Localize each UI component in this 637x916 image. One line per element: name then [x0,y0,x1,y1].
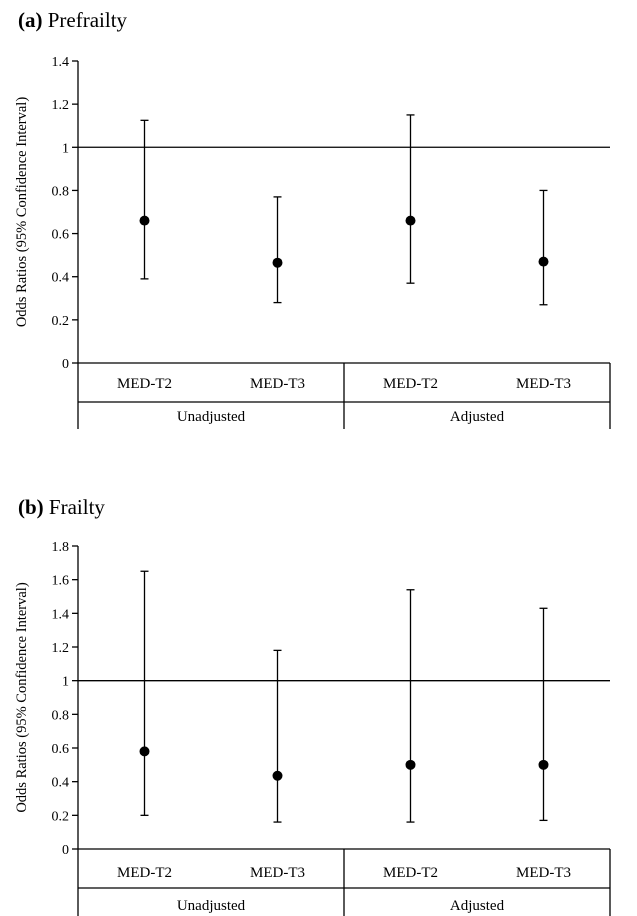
x-group-label: Adjusted [450,898,505,914]
y-tick-label: 1.8 [52,540,70,555]
y-tick-label: 0.4 [52,271,70,286]
point-estimate [140,746,150,756]
y-tick-label: 0.6 [52,228,70,243]
point-estimate [406,760,416,770]
y-tick-label: 0 [62,357,69,372]
y-tick-label: 1 [62,141,69,156]
point-estimate [273,771,283,781]
point-estimate [406,216,416,226]
y-tick-label: 1.4 [52,607,70,622]
x-group-label: Adjusted [450,409,505,425]
y-tick-label: 1.4 [52,55,70,70]
y-tick-label: 0.8 [52,184,70,199]
y-tick-label: 1.2 [52,641,70,656]
y-tick-label: 0.6 [52,742,70,757]
y-tick-label: 0.2 [52,314,70,329]
panel-prefrailty: (a) Prefrailty 0 0.2 0.4 0.6 0.8 1 1.2 1.4 Odds … [0,0,637,458]
point-estimate [539,760,549,770]
point-estimate [140,216,150,226]
y-tick-label: 0.2 [52,809,70,824]
x-category-label: MED-T3 [516,376,571,392]
chart-frailty: 0 0.2 0.4 0.6 0.8 1 1.2 1.4 1.6 1.8 Odds Ratios (9… [0,458,637,916]
x-category-label: MED-T2 [117,865,172,881]
x-category-label: MED-T3 [250,376,305,392]
chart-prefrailty: 0 0.2 0.4 0.6 0.8 1 1.2 1.4 Odds Ratios (95% Con… [0,0,637,458]
x-group-label: Unadjusted [177,409,246,425]
x-category-label: MED-T2 [117,376,172,392]
y-tick-label: 1 [62,675,69,690]
y-tick-label: 1.6 [52,574,70,589]
x-category-label: MED-T2 [383,376,438,392]
x-category-label: MED-T3 [516,865,571,881]
y-axis-title: Odds Ratios (95% Confidence Interval) [14,582,30,813]
x-category-label: MED-T3 [250,865,305,881]
y-axis-title: Odds Ratios (95% Confidence Interval) [14,97,30,328]
x-category-label: MED-T2 [383,865,438,881]
x-group-label: Unadjusted [177,898,246,914]
y-tick-label: 0 [62,843,69,858]
point-estimate [273,258,283,268]
panel-frailty: (b) Frailty 0 0.2 0.4 0.6 0.8 1 1.2 1.4 1.6 1.8 Od… [0,458,637,916]
y-tick-label: 0.4 [52,776,70,791]
y-tick-label: 0.8 [52,708,70,723]
point-estimate [539,257,549,267]
y-tick-label: 1.2 [52,98,70,113]
